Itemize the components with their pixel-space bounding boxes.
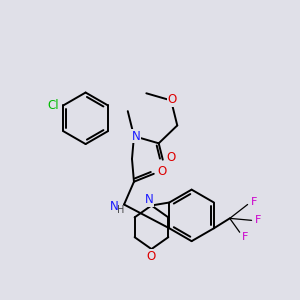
Text: N: N	[132, 130, 140, 143]
Text: O: O	[157, 165, 166, 178]
Text: F: F	[255, 215, 262, 225]
Text: H: H	[117, 206, 125, 215]
Text: O: O	[147, 250, 156, 262]
Text: Cl: Cl	[48, 99, 59, 112]
Text: F: F	[242, 232, 248, 242]
Text: O: O	[167, 93, 177, 106]
Text: N: N	[110, 200, 118, 213]
Text: F: F	[251, 196, 258, 206]
Text: O: O	[166, 151, 175, 164]
Text: N: N	[145, 193, 154, 206]
